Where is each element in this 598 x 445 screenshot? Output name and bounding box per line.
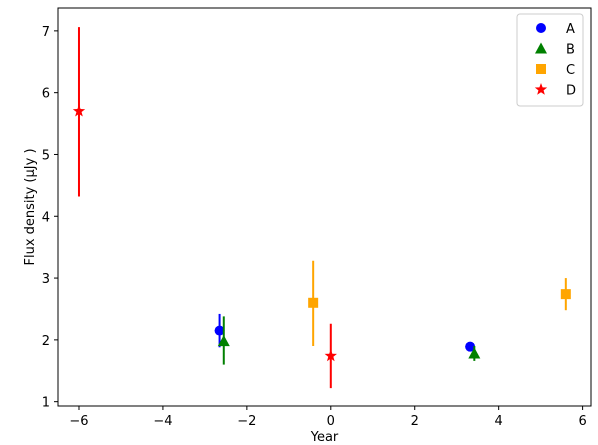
legend-marker-c xyxy=(536,64,546,74)
legend-label-d: D xyxy=(566,84,576,99)
data-point xyxy=(465,341,476,352)
y-tick-label: 7 xyxy=(42,25,50,40)
data-point xyxy=(324,349,337,362)
legend-label-b: B xyxy=(566,43,575,58)
legend-box xyxy=(516,13,584,107)
legend-marker-d xyxy=(534,83,548,95)
y-tick-label: 5 xyxy=(42,148,50,163)
x-tick-label: −4 xyxy=(153,414,172,429)
x-tick-label: 2 xyxy=(411,414,419,429)
x-tick-label: 4 xyxy=(495,414,503,429)
data-point xyxy=(560,289,571,300)
series-a xyxy=(214,313,476,352)
y-axis: 1 2 3 4 5 6 7 xyxy=(42,25,58,411)
series-b xyxy=(217,316,481,365)
data-point xyxy=(72,104,86,117)
x-tick-label: 0 xyxy=(327,414,335,429)
y-axis-label: Flux density (μJy ) xyxy=(23,148,38,265)
series-c xyxy=(308,260,571,347)
y-tick-label: 3 xyxy=(42,272,50,287)
data-point xyxy=(217,335,230,347)
legend-label-a: A xyxy=(566,22,575,37)
plot-marks xyxy=(72,27,571,389)
plot-area xyxy=(57,7,592,407)
y-tick-label: 2 xyxy=(42,334,50,349)
data-point xyxy=(308,297,319,308)
x-axis: −6 −4 −2 0 2 4 6 xyxy=(69,406,587,429)
data-point xyxy=(214,325,225,336)
x-tick-label: −6 xyxy=(69,414,88,429)
legend-label-c: C xyxy=(566,63,575,78)
y-tick-label: 4 xyxy=(42,210,50,225)
x-axis-label: Year xyxy=(310,430,339,445)
x-tick-label: −2 xyxy=(237,414,256,429)
series-d xyxy=(72,27,337,389)
x-tick-label: 6 xyxy=(578,414,586,429)
data-point xyxy=(468,347,481,359)
legend-marker-b xyxy=(535,42,547,54)
y-tick-label: 6 xyxy=(42,87,50,102)
y-tick-label: 1 xyxy=(42,396,50,411)
legend-marker-a xyxy=(536,23,546,33)
